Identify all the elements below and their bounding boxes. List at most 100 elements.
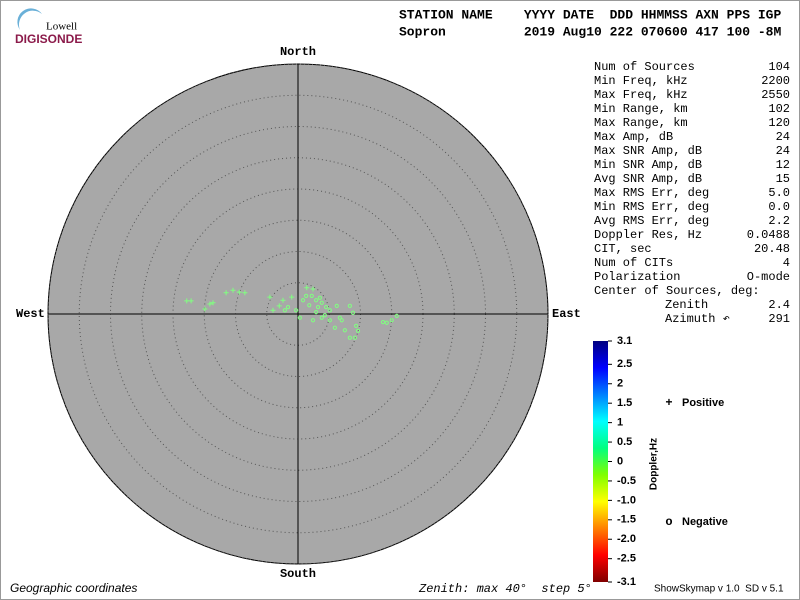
stat-label: Polarization — [594, 270, 680, 284]
stat-value: 15 — [776, 172, 790, 186]
point-negative — [352, 335, 357, 340]
stat-label: Min Freq, kHz — [594, 74, 688, 88]
footer-left: Geographic coordinates — [10, 581, 137, 595]
point-positive — [236, 289, 242, 295]
stat-label: Num of Sources — [594, 60, 695, 74]
stat-value: 5.0 — [768, 186, 790, 200]
colorbar-tick-label: -1.0 — [617, 494, 636, 506]
stat-label: Min Range, km — [594, 102, 688, 116]
legend-label: Negative — [682, 516, 728, 528]
point-negative — [285, 305, 291, 310]
stat-value: 2200 — [761, 74, 790, 88]
point-positive — [310, 286, 316, 292]
header-values: Sopron 2019 Aug10 222 070600 417 100 -8M — [399, 24, 781, 39]
point-positive — [184, 298, 190, 304]
point-negative — [319, 315, 324, 320]
stat-label: CIT, sec — [594, 242, 652, 256]
stat-label: Max RMS Err, deg — [594, 186, 709, 200]
center-value: 2.4 — [768, 298, 790, 312]
stat-label: Min RMS Err, deg — [594, 200, 709, 214]
stats-center-title: Center of Sources, deg: — [594, 284, 760, 298]
direction-north: North — [280, 45, 316, 59]
point-positive — [207, 301, 213, 307]
stat-value: 24 — [776, 130, 790, 144]
point-negative — [394, 313, 399, 318]
stat-value: 0.0 — [768, 200, 790, 214]
colorbar-tick-label: -2.0 — [617, 533, 636, 545]
colorbar-tick-label: 2 — [617, 378, 623, 390]
stat-label: Num of CITs — [594, 256, 673, 270]
stat-value: 2.2 — [768, 214, 790, 228]
colorbar-tick-label: 1 — [617, 417, 623, 429]
point-positive — [304, 285, 310, 291]
point-positive — [289, 294, 295, 300]
point-positive — [188, 298, 194, 304]
colorbar-title: Doppler,Hz — [649, 438, 660, 490]
point-negative — [347, 303, 352, 308]
direction-east: East — [552, 307, 581, 321]
point-negative — [307, 303, 312, 308]
stat-value: 12 — [776, 158, 790, 172]
point-negative — [324, 305, 329, 310]
legend-label: Positive — [682, 397, 724, 409]
stat-label: Doppler Res, Hz — [594, 228, 702, 242]
colorbar-tick-label: 3.1 — [617, 335, 632, 347]
header-columns: STATION NAME YYYY DATE DDD HHMMSS AXN PP… — [399, 7, 781, 22]
stat-value: 20.48 — [754, 242, 790, 256]
center-value: 291 — [768, 312, 790, 326]
point-negative — [334, 303, 339, 308]
point-positive — [230, 287, 236, 293]
legend-symbol: + — [665, 396, 672, 410]
point-negative — [342, 328, 347, 333]
point-negative — [327, 318, 332, 323]
colorbar-tick-label: 0.5 — [617, 436, 632, 448]
colorbar-tick-label: 0 — [617, 455, 623, 467]
point-negative — [317, 295, 322, 300]
point-positive — [270, 307, 276, 313]
point-negative — [337, 315, 342, 320]
point-negative — [282, 308, 287, 313]
stat-value: 4 — [783, 256, 790, 270]
legend-symbol: o — [665, 515, 672, 529]
point-negative — [389, 318, 394, 323]
logo-bottom: DIGISONDE — [15, 32, 82, 46]
stat-value: 24 — [776, 144, 790, 158]
stat-value: 2550 — [761, 88, 790, 102]
point-negative — [315, 305, 321, 310]
colorbar-tick-label: -3.1 — [617, 576, 636, 588]
colorbar-tick-label: 1.5 — [617, 397, 632, 409]
logo-top: Lowell — [46, 21, 77, 33]
logo-mark — [17, 8, 42, 30]
stat-label: Max Amp, dB — [594, 130, 673, 144]
stat-label: Max Range, km — [594, 116, 688, 130]
point-positive — [202, 306, 208, 312]
point-negative — [309, 293, 314, 298]
point-positive — [210, 300, 216, 306]
point-positive — [280, 297, 286, 303]
footer-right: ShowSkymap v 1.0 SD v 5.1 — [654, 584, 784, 595]
point-negative — [384, 320, 389, 325]
point-negative — [350, 310, 356, 315]
stat-label: Min SNR Amp, dB — [594, 158, 702, 172]
stat-label: Avg RMS Err, deg — [594, 214, 709, 228]
stat-value: 0.0488 — [747, 228, 790, 242]
point-positive — [267, 294, 273, 300]
point-negative — [304, 293, 309, 298]
colorbar — [593, 341, 608, 582]
point-negative — [300, 298, 306, 303]
point-positive — [276, 303, 282, 309]
point-negative — [294, 308, 299, 313]
point-negative — [327, 308, 332, 313]
colorbar-tick-label: -0.5 — [617, 475, 636, 487]
point-negative — [314, 310, 319, 315]
point-negative — [355, 328, 361, 333]
point-negative — [332, 325, 337, 330]
stat-label: Max Freq, kHz — [594, 88, 688, 102]
point-negative — [297, 315, 302, 320]
point-negative — [319, 300, 324, 305]
direction-west: West — [16, 307, 45, 321]
stat-value: O-mode — [747, 270, 790, 284]
footer-middle: Zenith: max 40° step 5° — [418, 582, 592, 596]
stat-value: 104 — [768, 60, 790, 74]
